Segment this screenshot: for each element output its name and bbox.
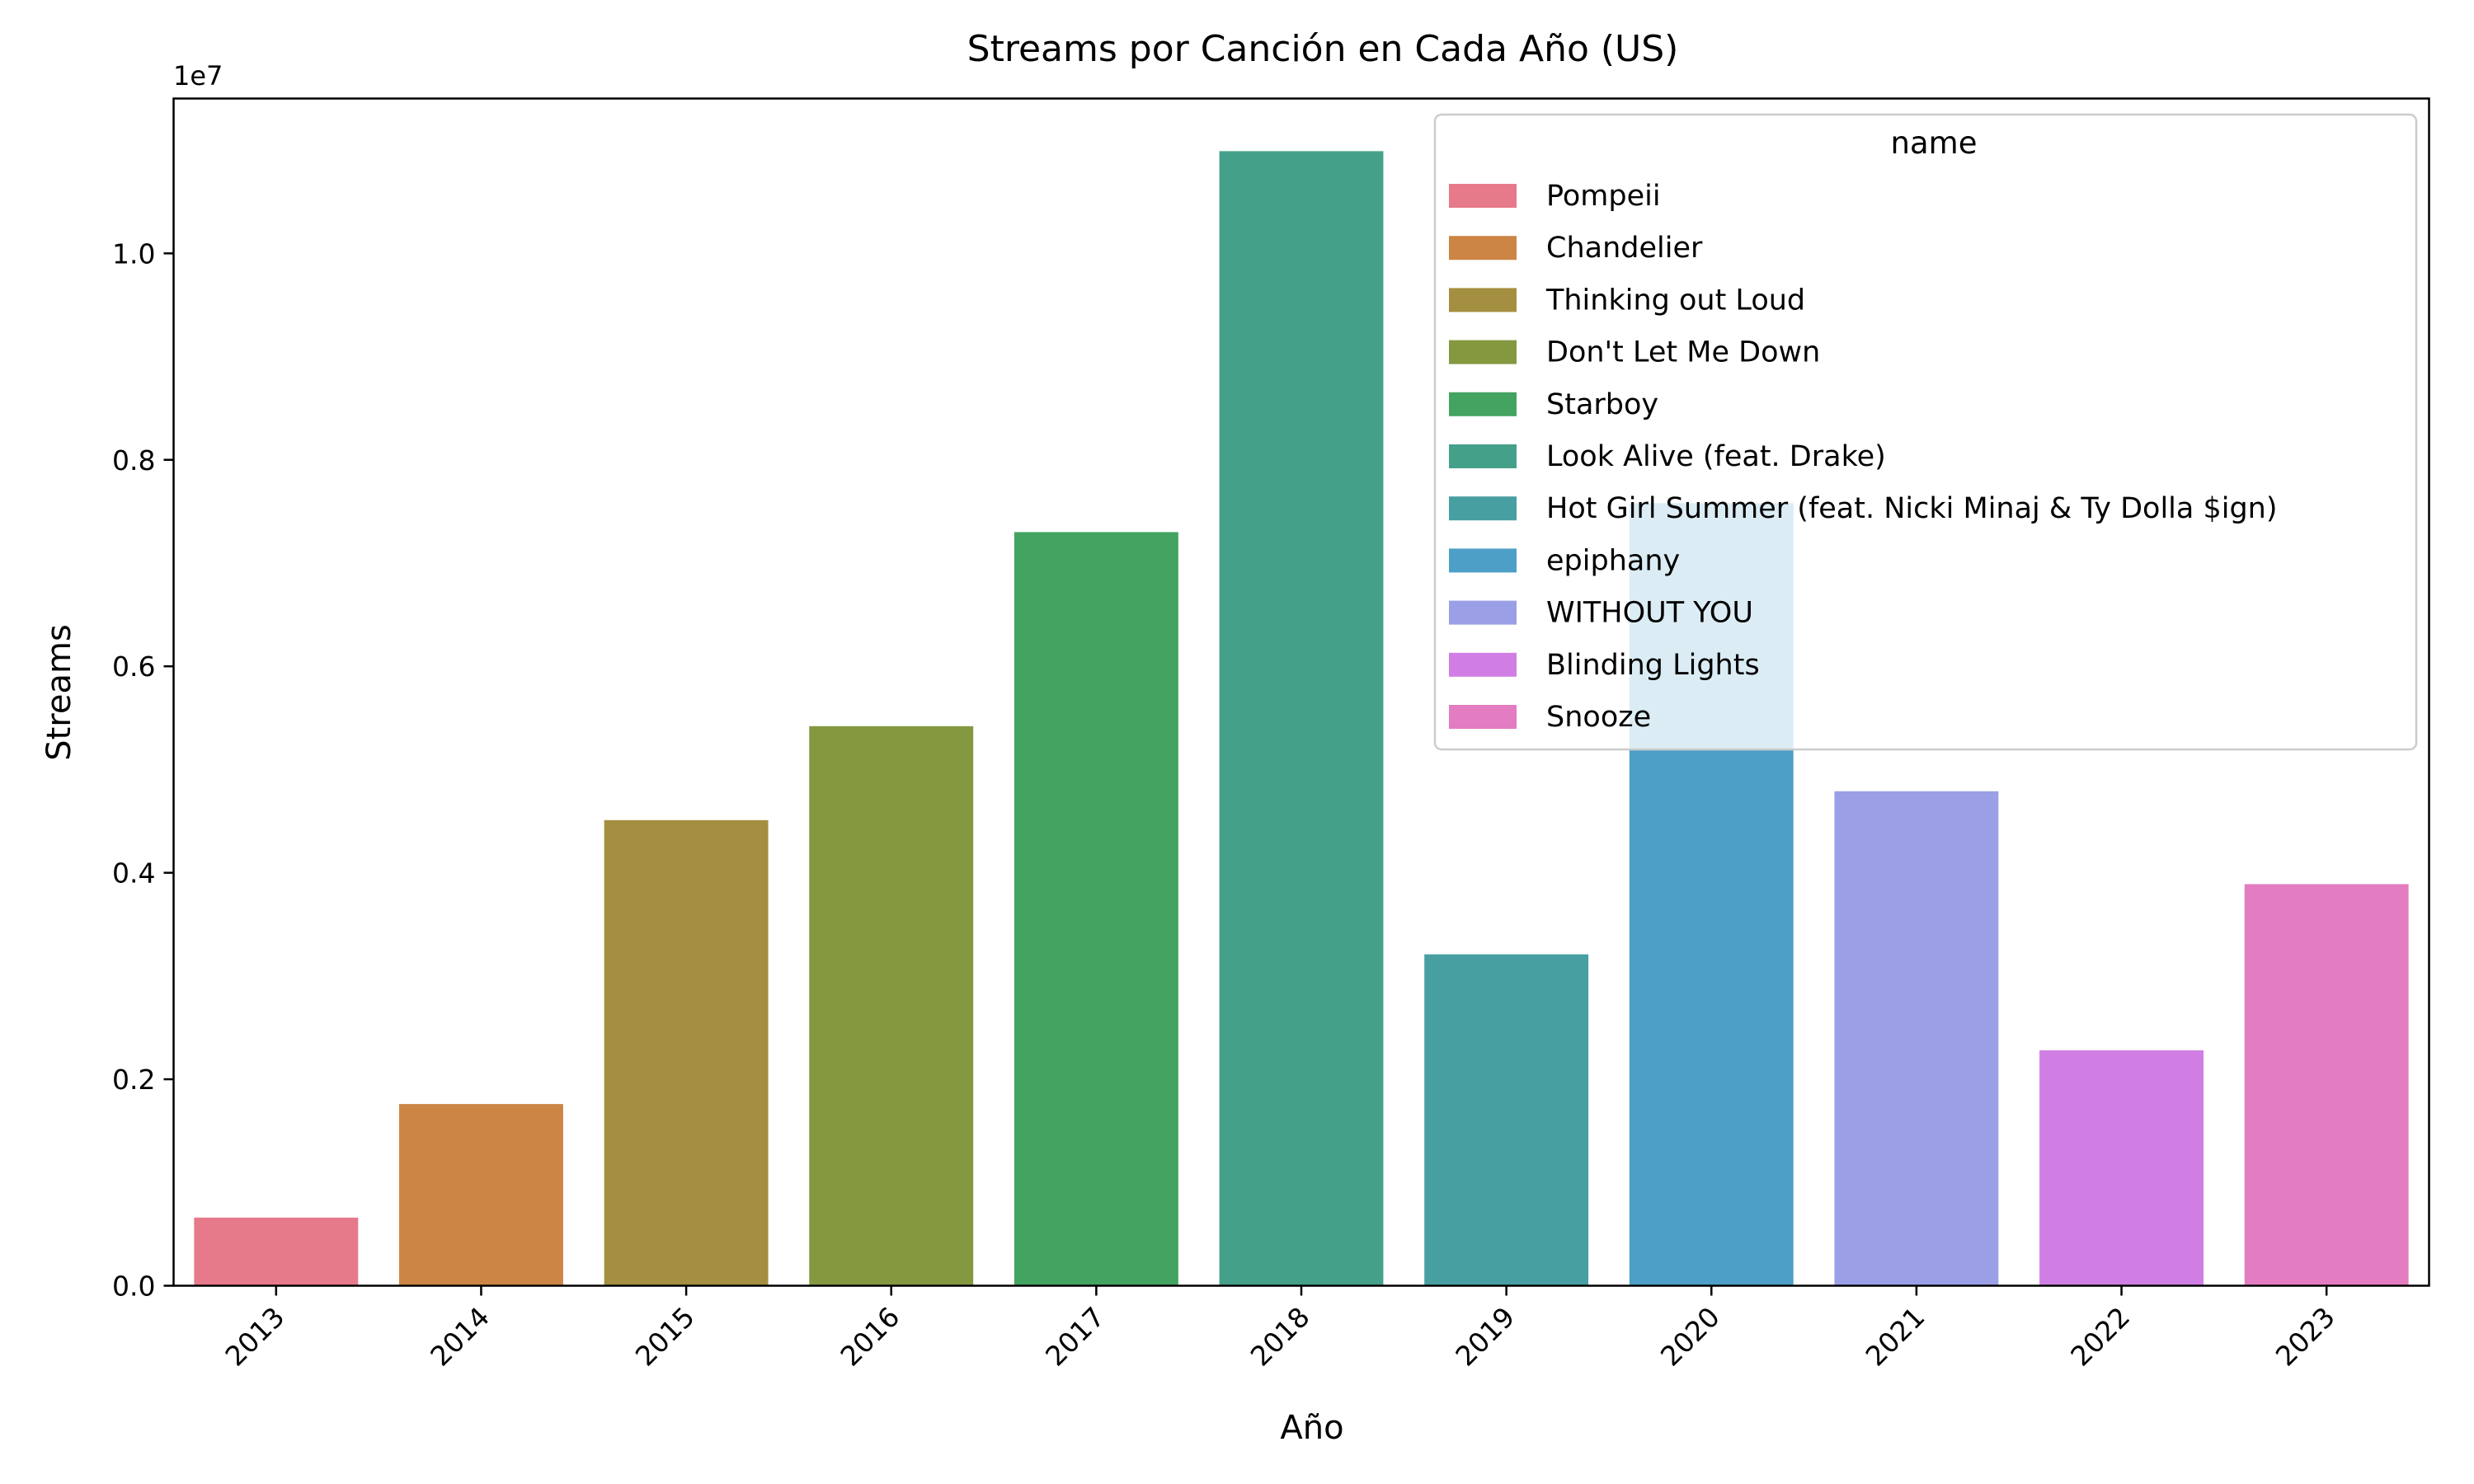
y-tick-label: 0.2 [112, 1064, 155, 1096]
legend-swatch [1449, 548, 1517, 573]
legend-swatch [1449, 288, 1517, 312]
legend-swatch [1449, 444, 1517, 468]
chart-title: Streams por Canción en Cada Año (US) [967, 28, 1679, 70]
y-axis-label: Streams [40, 624, 78, 761]
legend-label: Hot Girl Summer (feat. Nicki Minaj & Ty … [1546, 492, 2278, 525]
bar-2016 [809, 726, 974, 1286]
legend-label: Chandelier [1546, 232, 1703, 265]
legend-label: Thinking out Loud [1545, 284, 1805, 317]
legend-swatch [1449, 600, 1517, 625]
legend-swatch [1449, 392, 1517, 416]
legend-title: name [1891, 125, 1978, 161]
legend-label: epiphany [1546, 544, 1680, 577]
y-tick-label: 1.0 [112, 237, 155, 270]
legend-label: WITHOUT YOU [1546, 597, 1753, 630]
legend-swatch [1449, 496, 1517, 521]
y-tick-label: 0.0 [112, 1270, 155, 1303]
bar-2018 [1219, 151, 1384, 1286]
plot-frame [172, 97, 2430, 1287]
legend-label: Look Alive (feat. Drake) [1546, 440, 1886, 473]
legend-items: Pompeii Chandelier Thinking out Loud Don't … [1449, 180, 2278, 734]
bar-2023 [2244, 884, 2409, 1286]
bar-2014 [399, 1104, 563, 1286]
legend-label: Pompeii [1546, 180, 1661, 213]
legend-swatch [1449, 705, 1517, 729]
legend-swatch [1449, 236, 1517, 261]
bar-2017 [1014, 532, 1178, 1286]
legend-label: Blinding Lights [1546, 649, 1760, 682]
bar-2022 [2039, 1050, 2204, 1286]
legend-label: Snooze [1546, 701, 1651, 734]
y-axis: 0.0 0.2 0.4 0.6 0.8 1.0 [112, 237, 174, 1303]
bar-2019 [1424, 954, 1589, 1286]
y-offset-label: 1e7 [173, 60, 223, 92]
bar-2015 [604, 819, 769, 1286]
legend-swatch [1449, 340, 1517, 364]
legend-label: Starboy [1546, 388, 1658, 421]
legend-label: Don't Let Me Down [1546, 336, 1820, 369]
legend: name Pompeii Chandelier Thinking out Loud D… [1433, 113, 2418, 751]
legend-frame [1433, 113, 2418, 751]
bar-2021 [1834, 791, 1999, 1286]
y-tick-label: 0.4 [112, 857, 155, 890]
y-tick-label: 0.6 [112, 650, 155, 683]
legend-swatch [1449, 652, 1517, 677]
x-axis-label: Año [1280, 1409, 1343, 1447]
legend-swatch [1449, 184, 1517, 208]
bar-2013 [194, 1217, 359, 1286]
y-tick-label: 0.8 [112, 444, 155, 477]
